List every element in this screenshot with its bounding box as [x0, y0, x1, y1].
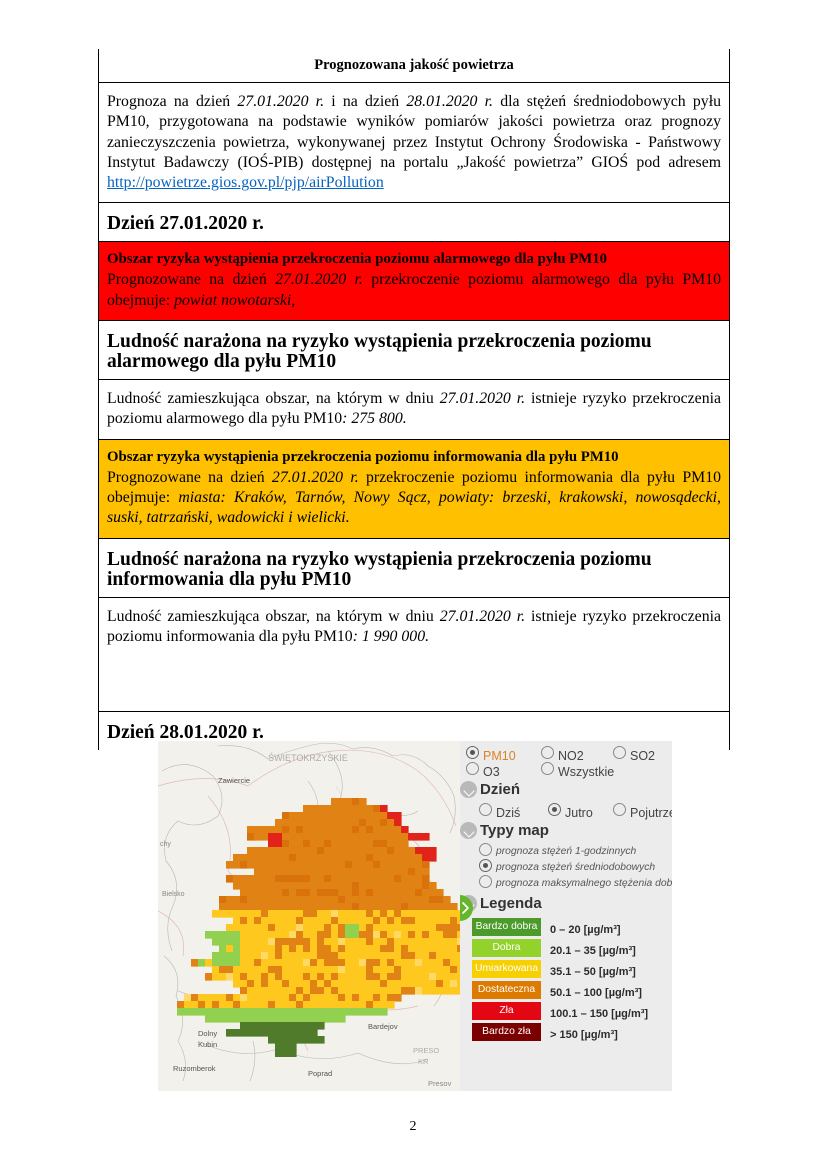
svg-text:Presov: Presov	[428, 1079, 452, 1088]
